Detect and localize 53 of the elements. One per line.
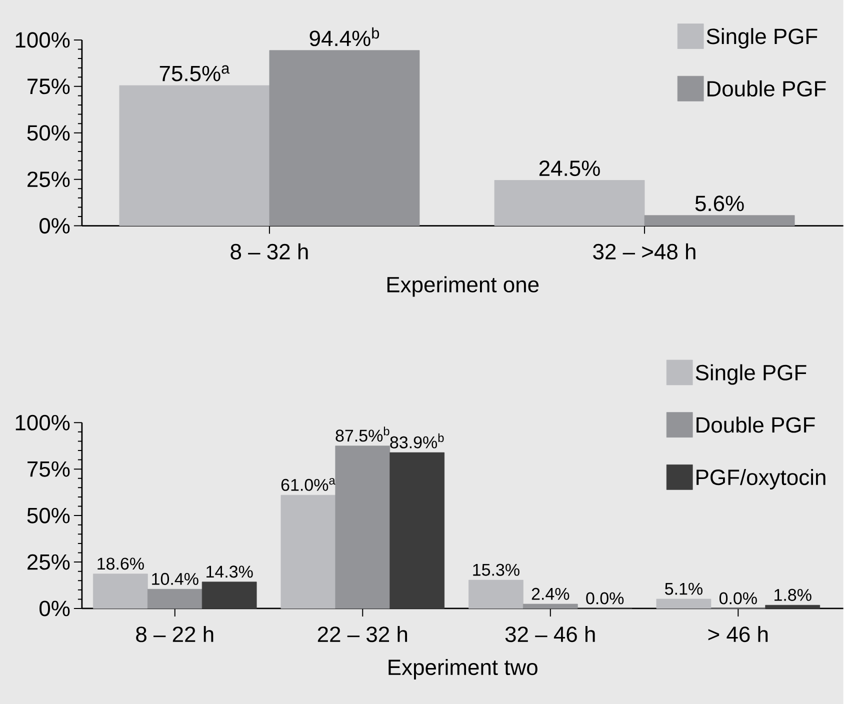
data-label: 0.0% bbox=[719, 592, 757, 604]
y-tick-label: 75% bbox=[28, 461, 70, 477]
data-label: 15.3% bbox=[473, 564, 520, 576]
bar bbox=[468, 580, 524, 608]
x-tick-label: 8 – 32 h bbox=[230, 243, 308, 260]
data-label: 10.4% bbox=[152, 572, 198, 585]
y-tick-label: 0% bbox=[40, 218, 70, 234]
data-label: 75.5%$^{a}$ bbox=[160, 65, 230, 82]
data-label: 61.0%$^{a}$ bbox=[281, 478, 336, 491]
x-tick-label: 8 – 22 h bbox=[136, 626, 214, 642]
x-tick-label: 22 – 32 h bbox=[318, 626, 408, 642]
data-label: 1.8% bbox=[774, 588, 812, 601]
data-label: 5.6% bbox=[695, 195, 744, 211]
data-label: 87.5%$^{b}$ bbox=[336, 426, 390, 442]
legend-label: PGF/oxytocin bbox=[696, 468, 826, 490]
bar bbox=[522, 604, 578, 608]
y-tick-label: 25% bbox=[28, 171, 70, 187]
y-tick-label: 75% bbox=[28, 78, 70, 94]
x-axis-title: Experiment two bbox=[388, 658, 538, 680]
y-tick-label: 50% bbox=[27, 508, 70, 524]
bar bbox=[494, 180, 645, 226]
bar bbox=[119, 85, 270, 226]
bar bbox=[390, 452, 445, 608]
x-tick-label: > 46 h bbox=[708, 626, 768, 642]
bar bbox=[147, 588, 202, 608]
x-tick-label: 32 – 46 h bbox=[505, 626, 595, 642]
bar bbox=[202, 582, 257, 608]
data-label: 5.1% bbox=[665, 582, 702, 595]
legend-label: Single PGF bbox=[696, 364, 806, 385]
legend-label: Single PGF bbox=[706, 28, 818, 48]
y-tick-label: 100% bbox=[16, 414, 70, 430]
data-label: 0.0% bbox=[586, 592, 624, 604]
data-label: 83.9%$^{b}$ bbox=[390, 433, 444, 448]
y-tick-label: 50% bbox=[27, 124, 70, 140]
legend-label: Double PGF bbox=[708, 80, 826, 96]
data-label: 14.3% bbox=[206, 565, 253, 578]
bar bbox=[269, 50, 420, 226]
data-label: 94.4%$^{b}$ bbox=[310, 27, 380, 46]
x-axis-title: Experiment one bbox=[387, 276, 539, 297]
bar bbox=[765, 604, 820, 608]
y-tick-label: 0% bbox=[40, 600, 70, 616]
data-label: 2.4% bbox=[532, 588, 570, 600]
y-tick-label: 25% bbox=[28, 554, 70, 570]
y-tick-label: 100% bbox=[16, 32, 70, 48]
x-tick-label: 32 – >48 h bbox=[593, 243, 696, 260]
data-label: 18.6% bbox=[98, 557, 144, 570]
legend-label: Double PGF bbox=[696, 416, 815, 433]
bar bbox=[644, 214, 795, 226]
bar bbox=[335, 445, 390, 608]
bar bbox=[280, 494, 336, 608]
bar bbox=[656, 598, 712, 608]
bar bbox=[93, 574, 148, 608]
data-label: 24.5% bbox=[539, 160, 600, 176]
